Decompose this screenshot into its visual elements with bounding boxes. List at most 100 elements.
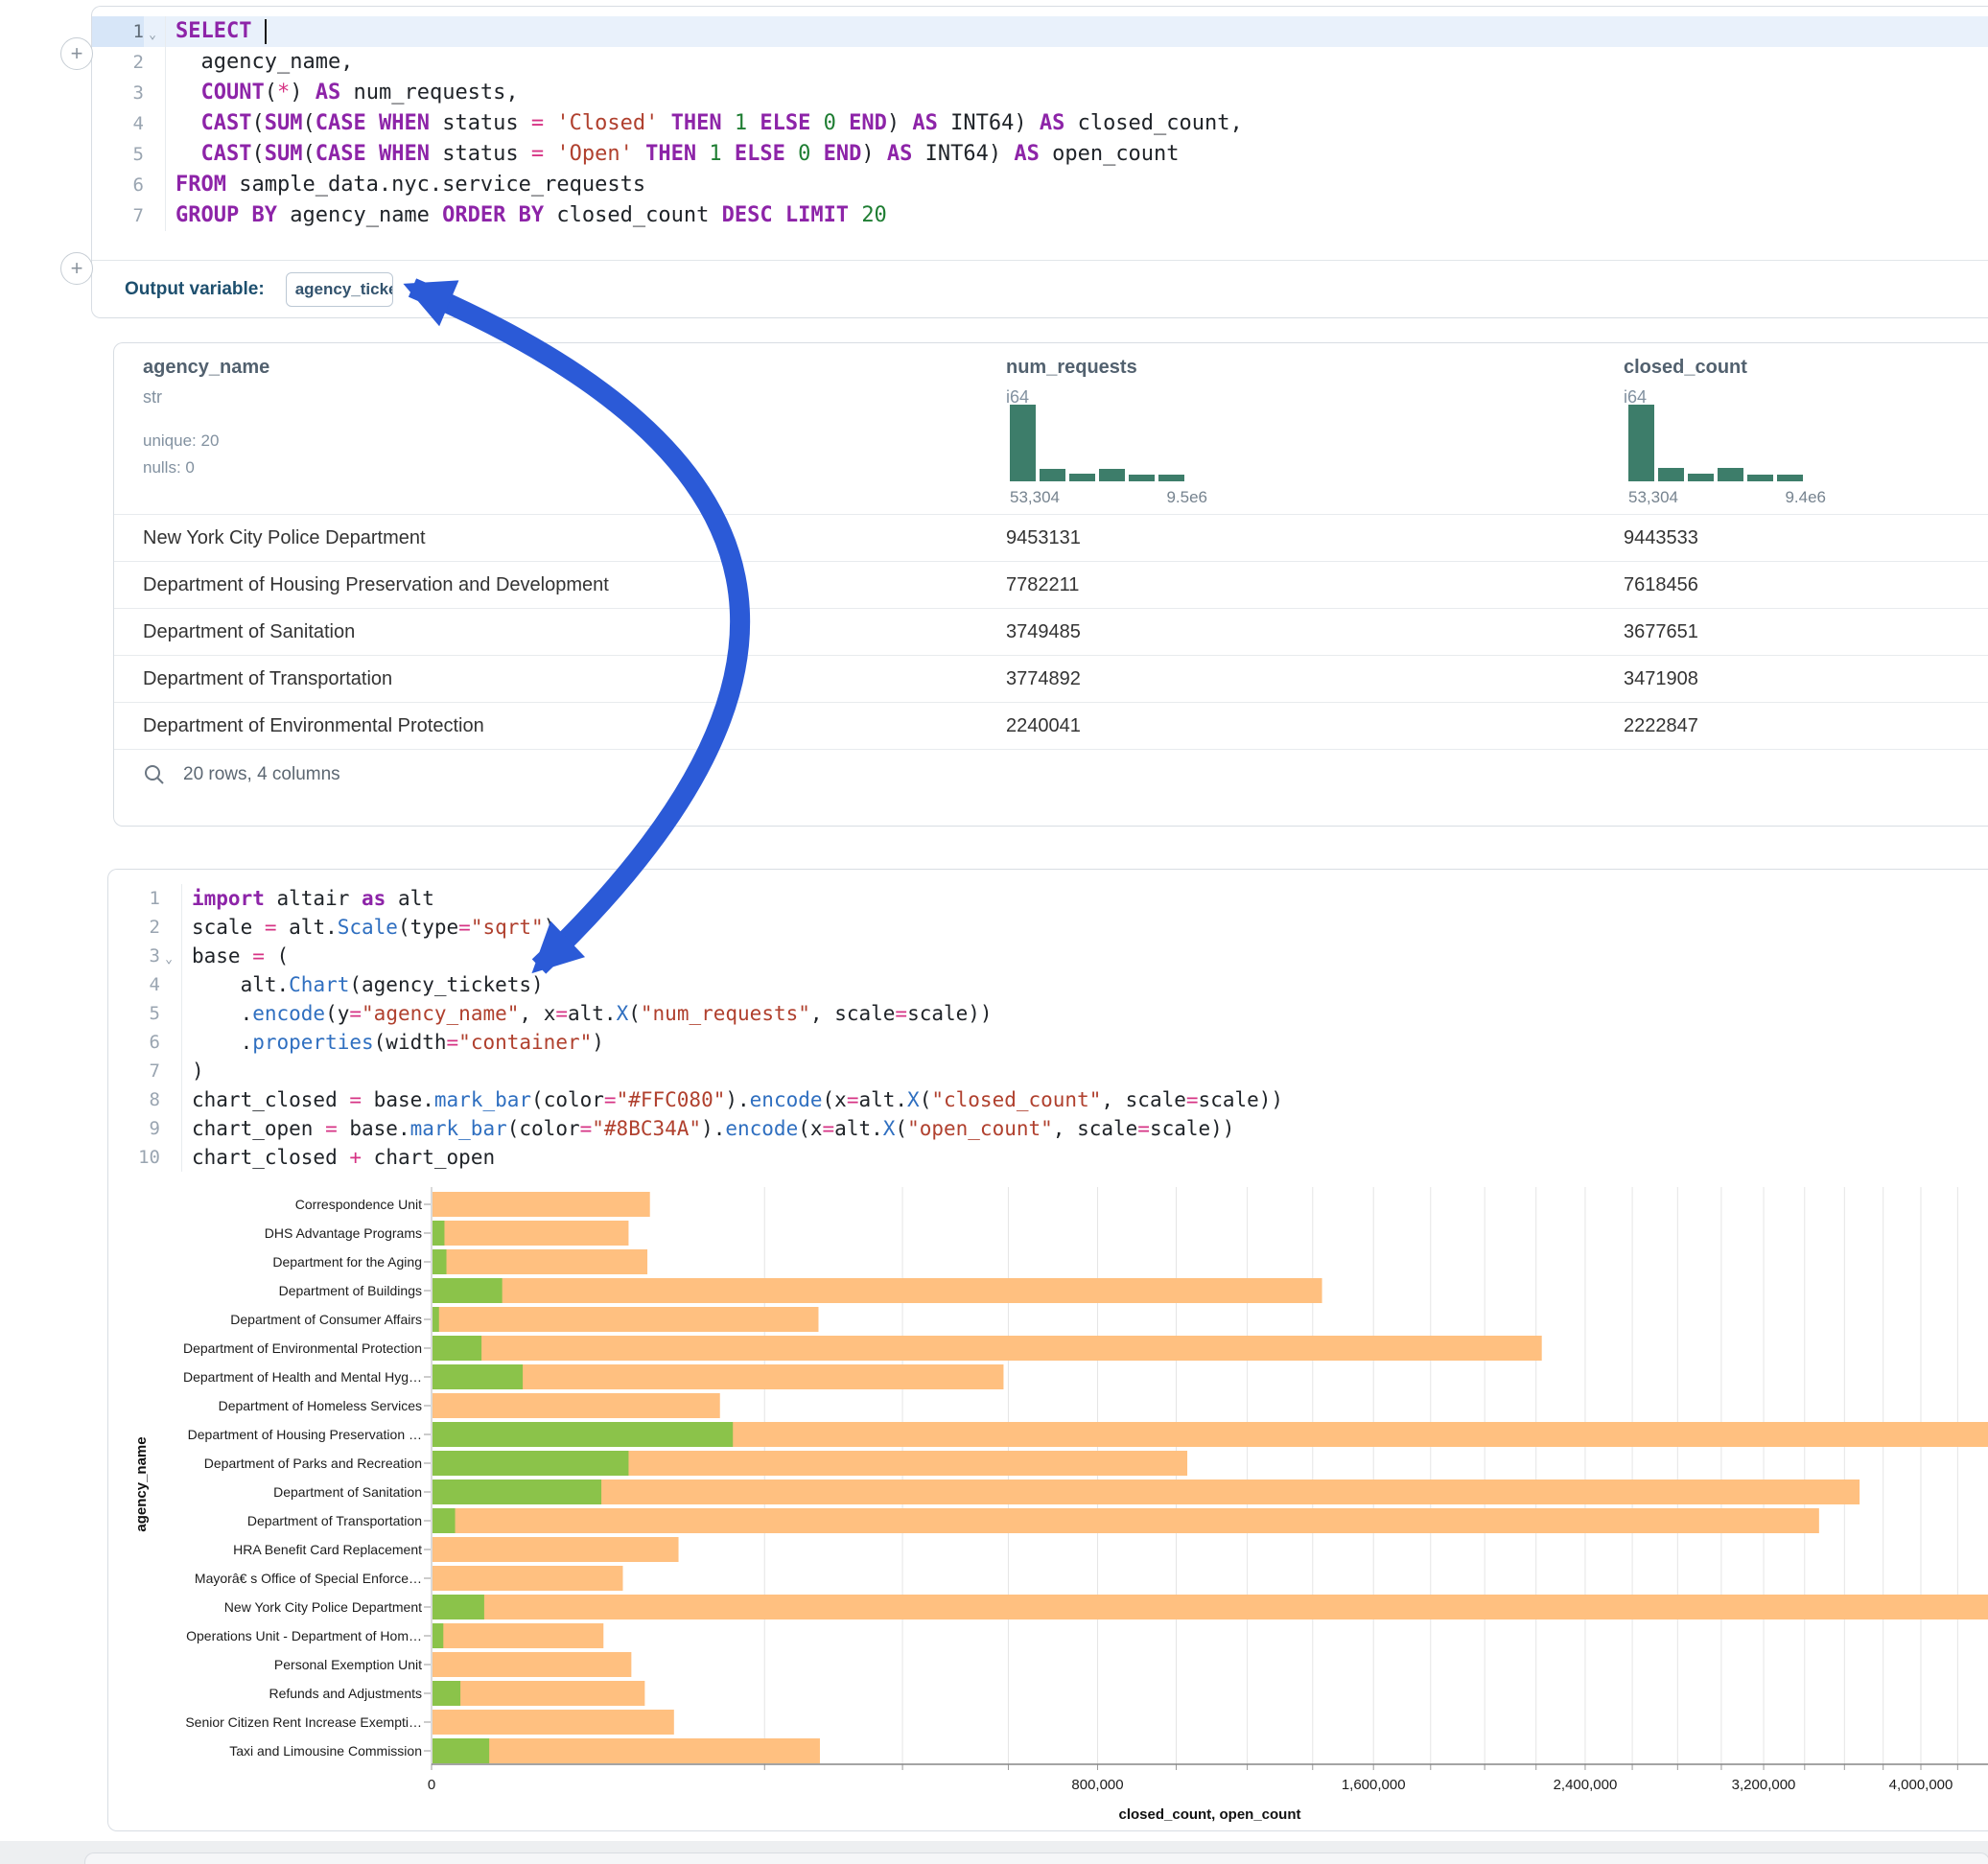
- open-count-bar: [433, 1681, 461, 1706]
- closed-count-bar: [433, 1480, 1860, 1504]
- code-line[interactable]: 3 ⌄ base = (: [108, 942, 1988, 970]
- y-axis-label: New York City Police Department: [224, 1599, 422, 1615]
- histogram-min-label: 53,304: [1628, 488, 1678, 506]
- add-cell-button-top[interactable]: +: [60, 37, 93, 70]
- output-variable-label: Output variable:: [125, 278, 265, 299]
- histogram-min-label: 53,304: [1010, 488, 1060, 506]
- column-type-agency-name: str: [143, 387, 162, 407]
- add-cell-button-middle[interactable]: +: [60, 252, 93, 285]
- code-line[interactable]: 7 GROUP BY agency_name ORDER BY closed_co…: [92, 200, 1988, 231]
- x-axis-label: 0: [428, 1777, 435, 1793]
- code-line[interactable]: 10 chart_closed + chart_open: [108, 1143, 1988, 1172]
- histogram-max-label: 9.5e6: [1166, 488, 1207, 506]
- code-line[interactable]: 1 ⌄ SELECT: [92, 16, 1988, 47]
- table-cell: 3774892: [1006, 668, 1081, 689]
- table-row[interactable]: Department of Transportation 3774892 34719…: [114, 655, 1988, 702]
- code-text: GROUP BY agency_name ORDER BY closed_cou…: [165, 200, 1988, 231]
- closed-count-histogram: [1628, 403, 1803, 481]
- code-line[interactable]: 2 scale = alt.Scale(type="sqrt"): [108, 913, 1988, 942]
- fold-spacer: [160, 1010, 177, 1017]
- line-number: 1: [92, 16, 144, 47]
- line-number: 10: [138, 1147, 160, 1168]
- histogram-bar: [1777, 475, 1803, 481]
- fold-chevron-icon[interactable]: ⌄: [149, 28, 156, 42]
- fold-spacer: [160, 895, 177, 902]
- table-cell: 2222847: [1624, 715, 1698, 736]
- code-line[interactable]: 8 chart_closed = base.mark_bar(color="#FF…: [108, 1085, 1988, 1114]
- closed-count-bar: [433, 1623, 604, 1648]
- closed-count-bar: [433, 1710, 674, 1735]
- y-axis-label: Department of Sanitation: [273, 1484, 422, 1500]
- column-header-closed-count[interactable]: closed_count: [1624, 357, 1747, 378]
- closed-count-bar: [433, 1652, 632, 1677]
- open-count-bar: [433, 1307, 439, 1332]
- output-variable-input[interactable]: agency_tickets: [285, 271, 393, 307]
- y-axis-label: Taxi and Limousine Commission: [229, 1743, 422, 1759]
- code-line[interactable]: 1 import altair as alt: [108, 884, 1988, 913]
- histogram-bar: [1658, 468, 1684, 481]
- next-cell-edge: [84, 1852, 1988, 1864]
- code-line[interactable]: 2 agency_name,: [92, 47, 1988, 78]
- histogram-bar: [1069, 474, 1095, 481]
- x-axis-label: 2,400,000: [1554, 1777, 1618, 1793]
- histogram-bar: [1010, 405, 1036, 481]
- altair-bar-chart: Correspondence Unit DHS Advantage Program…: [133, 1187, 1988, 1823]
- fold-spacer: [160, 1067, 177, 1075]
- table-cell: 7618456: [1624, 574, 1698, 595]
- line-number: 6: [132, 175, 144, 196]
- closed-count-bar: [433, 1681, 645, 1706]
- code-line[interactable]: 4 alt.Chart(agency_tickets): [108, 970, 1988, 999]
- column-header-agency-name[interactable]: agency_name: [143, 357, 270, 378]
- table-cell: Department of Transportation: [143, 668, 393, 689]
- search-icon[interactable]: [143, 763, 166, 786]
- code-text: import altair as alt: [181, 884, 1988, 913]
- code-line[interactable]: 6 FROM sample_data.nyc.service_requests: [92, 170, 1988, 200]
- code-line[interactable]: 5 .encode(y="agency_name", x=alt.X("num_…: [108, 999, 1988, 1028]
- fold-spacer: [160, 981, 177, 989]
- code-line[interactable]: 4 CAST(SUM(CASE WHEN status = 'Closed' T…: [92, 108, 1988, 139]
- closed-count-bar: [433, 1221, 629, 1246]
- open-count-bar: [433, 1221, 445, 1246]
- line-number: 1: [149, 888, 160, 909]
- fold-chevron-icon[interactable]: ⌄: [165, 952, 173, 967]
- num-requests-histogram-labels: 53,304 9.5e6: [1010, 488, 1207, 507]
- code-line[interactable]: 5 CAST(SUM(CASE WHEN status = 'Open' THE…: [92, 139, 1988, 170]
- code-line[interactable]: 6 .properties(width="container"): [108, 1028, 1988, 1057]
- code-text: base = (: [181, 942, 1988, 970]
- table-cell: Department of Sanitation: [143, 621, 356, 642]
- x-axis-label: 1,600,000: [1342, 1777, 1406, 1793]
- fold-spacer: [144, 212, 161, 220]
- column-header-num-requests[interactable]: num_requests: [1006, 357, 1137, 378]
- closed-count-bar: [433, 1537, 679, 1562]
- histogram-bar: [1688, 474, 1714, 481]
- table-row[interactable]: Department of Sanitation 3749485 3677651: [114, 608, 1988, 655]
- y-axis-label: Department of Environmental Protection: [183, 1340, 422, 1356]
- y-axis-label: Department of Transportation: [247, 1513, 422, 1528]
- histogram-max-label: 9.4e6: [1785, 488, 1826, 506]
- histogram-bar: [1718, 468, 1743, 481]
- fold-spacer: [144, 151, 161, 158]
- code-line[interactable]: 9 chart_open = base.mark_bar(color="#8BC3…: [108, 1114, 1988, 1143]
- text-caret: [264, 19, 267, 44]
- open-count-bar: [433, 1451, 629, 1476]
- table-row[interactable]: Department of Housing Preservation and D…: [114, 561, 1988, 608]
- histogram-bar: [1129, 475, 1155, 481]
- histogram-bar: [1628, 405, 1654, 481]
- table-cell: 2240041: [1006, 715, 1081, 736]
- code-line[interactable]: 7): [108, 1057, 1988, 1085]
- table-row[interactable]: Department of Environmental Protection 22…: [114, 702, 1988, 750]
- y-axis-label: Department for the Aging: [272, 1254, 422, 1270]
- fold-spacer: [144, 181, 161, 189]
- fold-spacer: [144, 58, 161, 66]
- column-type-closed-count: i64: [1624, 387, 1648, 407]
- y-axis-label: Department of Buildings: [279, 1283, 422, 1298]
- python-code-editor[interactable]: 1 import altair as alt 2 scale = alt.Scale(…: [108, 870, 1988, 1172]
- code-line[interactable]: 3 COUNT(*) AS num_requests,: [92, 78, 1988, 108]
- fold-spacer: [160, 1125, 177, 1132]
- table-row[interactable]: New York City Police Department 9453131 94…: [114, 514, 1988, 561]
- y-axis-label: Personal Exemption Unit: [274, 1657, 422, 1672]
- code-text: ): [181, 1057, 1988, 1085]
- sql-code-editor[interactable]: 1 ⌄ SELECT 2 agency_name, 3 COUNT(*) AS num…: [92, 7, 1988, 231]
- open-count-bar: [433, 1278, 503, 1303]
- line-number: 5: [132, 144, 144, 165]
